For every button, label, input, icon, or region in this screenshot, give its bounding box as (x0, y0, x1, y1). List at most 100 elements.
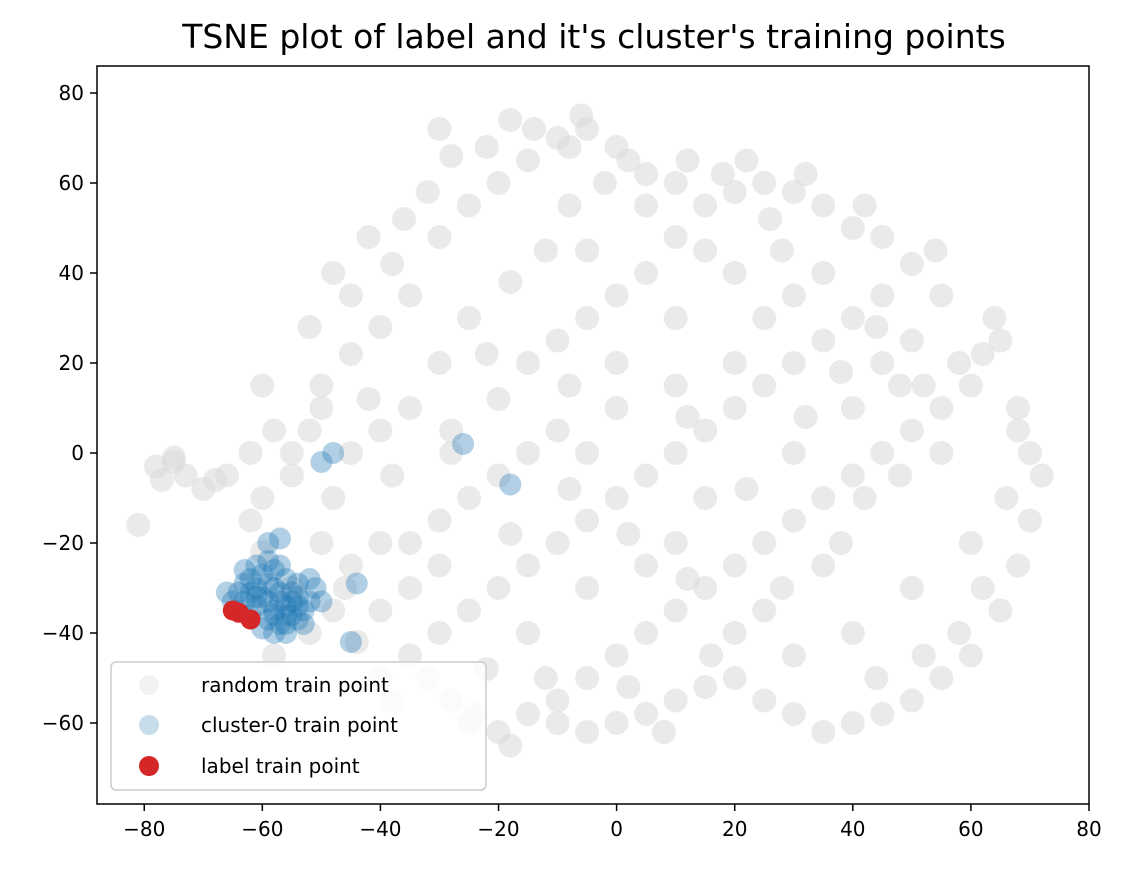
random-train-point (693, 486, 718, 510)
cluster-0-train-point (339, 631, 362, 653)
random-train-point (811, 720, 836, 744)
random-train-point (888, 463, 912, 488)
random-train-point (781, 508, 806, 533)
random-train-point (150, 468, 174, 492)
random-train-point (321, 486, 346, 510)
random-train-point (693, 576, 718, 600)
random-train-point (557, 135, 582, 159)
random-train-point (911, 643, 936, 668)
cluster-0-train-point (263, 599, 286, 622)
cluster-0-train-point (286, 608, 309, 631)
plot-frame (96, 65, 1090, 805)
random-train-point (840, 621, 865, 645)
random-train-point (923, 238, 948, 263)
random-train-point (710, 162, 735, 186)
random-train-point (604, 711, 629, 735)
y-tick-label: 60 (59, 171, 84, 195)
random-train-point (663, 688, 688, 713)
random-train-point (693, 675, 718, 699)
random-train-point (338, 553, 363, 578)
random-train-point (1006, 396, 1031, 420)
random-train-point (675, 405, 700, 429)
random-train-point (634, 553, 659, 578)
random-train-point (575, 306, 600, 330)
random-train-point (333, 576, 357, 600)
random-train-point (734, 148, 759, 173)
random-train-point (781, 180, 806, 204)
cluster-0-train-point (280, 581, 303, 604)
chart-title: TSNE plot of label and it's cluster's tr… (181, 17, 1006, 56)
random-train-point (770, 238, 794, 263)
random-train-point (870, 351, 895, 375)
random-train-point (1006, 553, 1031, 578)
random-train-point (781, 441, 806, 465)
random-train-point (634, 702, 659, 726)
cluster-0-train-point (245, 577, 268, 599)
random-train-point (699, 643, 724, 668)
cluster-0-train-point (245, 586, 268, 608)
random-train-point (439, 418, 464, 443)
random-train-point (214, 463, 239, 488)
random-train-point (161, 445, 186, 470)
random-train-point (604, 486, 629, 510)
random-train-point (829, 360, 853, 384)
random-train-point (498, 108, 523, 132)
random-train-point (545, 688, 570, 713)
legend-label-cluster: cluster-0 train point (201, 713, 398, 737)
random-train-point (238, 441, 263, 465)
cluster-0-train-point (499, 473, 522, 496)
random-train-point (516, 148, 540, 173)
random-train-point (929, 666, 954, 690)
random-train-point (958, 531, 983, 555)
random-train-point (929, 283, 954, 308)
random-train-point (929, 441, 954, 465)
random-train-point (616, 522, 641, 546)
x-tick-label: 0 (610, 817, 623, 841)
random-train-point (575, 576, 600, 600)
cluster-0-train-point (292, 599, 315, 622)
cluster-0-train-point (298, 568, 321, 590)
random-train-point (250, 486, 275, 510)
cluster-0-train-point (310, 451, 333, 473)
cluster-0-train-point (257, 590, 280, 613)
random-train-point (870, 225, 895, 249)
random-train-point (297, 418, 322, 443)
random-train-point (545, 418, 570, 443)
legend-label-random: random train point (201, 673, 389, 697)
random-train-point (545, 531, 570, 555)
random-train-point (958, 643, 983, 668)
cluster-0-train-point (233, 572, 256, 595)
random-train-point (575, 441, 600, 465)
cluster-0-train-point (286, 572, 309, 595)
random-train-point (870, 283, 895, 308)
random-train-point (899, 328, 924, 353)
random-train-point (516, 553, 540, 578)
random-train-point (398, 576, 422, 600)
random-train-point (722, 261, 747, 285)
random-train-point (380, 463, 405, 488)
random-train-point (309, 396, 334, 420)
cluster-0-train-point (257, 572, 280, 595)
cluster-0-train-point (275, 622, 297, 644)
random-train-point (321, 598, 346, 623)
random-train-point (1006, 418, 1031, 443)
random-train-point (634, 162, 659, 186)
random-train-point (427, 508, 452, 533)
random-train-point (840, 216, 865, 240)
random-train-point (675, 148, 700, 173)
random-train-point (173, 463, 198, 488)
random-train-point (368, 315, 393, 339)
label-train-point (240, 609, 261, 630)
cluster-0-train-point (263, 577, 286, 599)
random-train-point (604, 643, 629, 668)
random-train-point (988, 598, 1013, 623)
y-tick-label: 0 (71, 441, 84, 465)
random-train-point (888, 373, 912, 398)
cluster-0-train-point (345, 572, 368, 595)
cluster-0-train-point (251, 586, 274, 608)
random-train-point (575, 666, 600, 690)
random-train-point (675, 567, 700, 591)
random-train-point (793, 405, 818, 429)
random-train-point (533, 666, 558, 690)
random-train-point (250, 540, 275, 564)
